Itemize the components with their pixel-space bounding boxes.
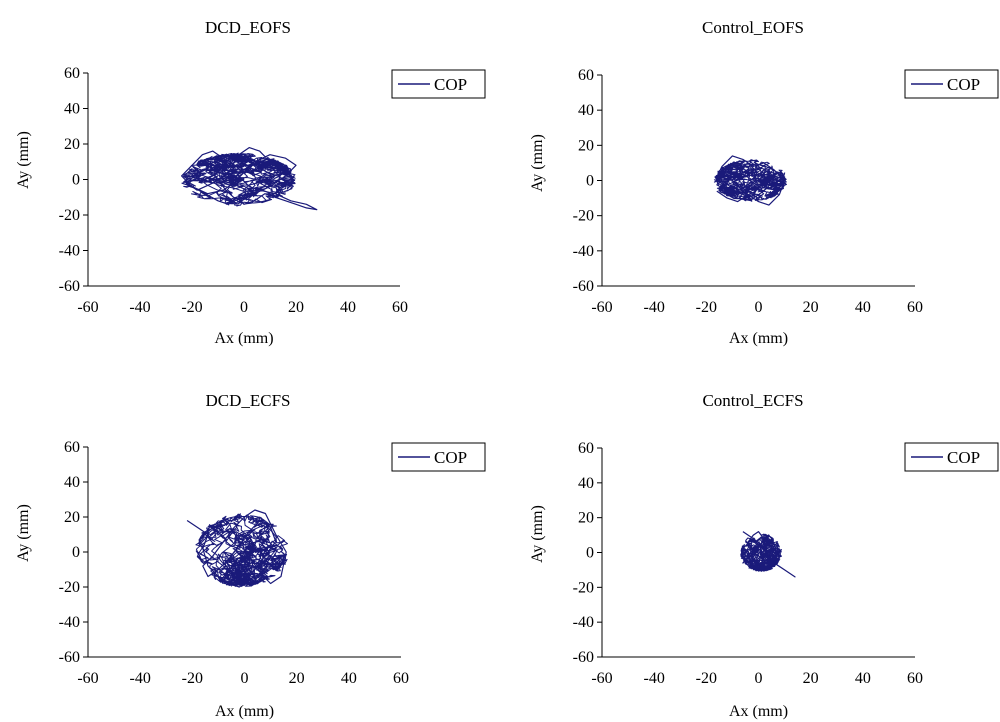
y-tick-label: 60 — [578, 440, 594, 457]
chart-title: DCD_EOFS — [205, 18, 291, 37]
x-tick-label: 60 — [392, 299, 408, 316]
x-tick-label: 40 — [341, 670, 357, 687]
y-tick-label: 40 — [64, 474, 80, 491]
x-axis-label: Ax (mm) — [214, 330, 273, 347]
x-tick-label: 20 — [288, 299, 304, 316]
y-axis-label: Ay (mm) — [529, 134, 546, 192]
y-tick-label: 40 — [578, 475, 594, 492]
y-tick-label: 40 — [64, 101, 80, 118]
x-axis-label: Ax (mm) — [215, 703, 274, 720]
y-tick-label: -20 — [59, 579, 80, 596]
x-tick-label: -60 — [77, 299, 98, 316]
y-tick-label: -40 — [573, 614, 594, 631]
x-tick-label: 20 — [803, 299, 819, 316]
legend-label: COP — [434, 448, 467, 467]
legend-box — [904, 69, 999, 99]
x-axis-label: Ax (mm) — [729, 703, 788, 720]
x-tick-label: 40 — [855, 299, 871, 316]
x-tick-label: 20 — [289, 670, 305, 687]
legend-box — [391, 442, 486, 472]
y-tick-label: -40 — [59, 614, 80, 631]
y-tick-label: 40 — [578, 102, 594, 119]
x-tick-label: 0 — [755, 670, 763, 687]
series-line-cop — [186, 509, 287, 588]
y-tick-label: 0 — [586, 545, 594, 562]
x-tick-label: -60 — [591, 299, 612, 316]
x-tick-label: 0 — [755, 299, 763, 316]
legend-label: COP — [434, 75, 467, 94]
x-tick-label: -60 — [77, 670, 98, 687]
chart-panel-4: Control_ECFS 60 40 20 0 -20 -40 -60 -60 -40 -20 0 20… — [529, 391, 999, 720]
y-tick-label: -60 — [59, 278, 80, 295]
x-tick-label: -40 — [644, 670, 665, 687]
y-tick-label: 20 — [64, 509, 80, 526]
series-cloud-cop — [182, 152, 296, 207]
chart-title: Control_EOFS — [702, 18, 804, 37]
chart-panel-1: DCD_EOFS 60 40 20 0 -20 -40 -60 -60 -40 -20 0 20 40 60… — [15, 18, 486, 347]
y-tick-label: -20 — [573, 579, 594, 596]
chart-panel-3: DCD_ECFS 60 40 20 0 -20 -40 -60 -60 -40 -20 0 20 40 60… — [15, 391, 486, 720]
series-cloud-cop — [740, 533, 782, 572]
chart-panel-2: Control_EOFS 60 40 20 0 -20 -40 -60 -60 -40 -20 0 20… — [529, 18, 999, 347]
y-tick-label: 20 — [578, 137, 594, 154]
x-tick-label: 0 — [241, 670, 249, 687]
y-tick-label: 60 — [64, 65, 80, 82]
series-line-cop — [742, 530, 796, 578]
y-tick-label: 60 — [578, 67, 594, 84]
y-tick-label: -20 — [573, 208, 594, 225]
y-tick-label: -20 — [59, 207, 80, 224]
x-tick-label: -40 — [644, 299, 665, 316]
x-tick-label: -40 — [129, 299, 150, 316]
legend-label: COP — [947, 75, 980, 94]
x-tick-label: 60 — [907, 299, 923, 316]
series-line-cop — [716, 155, 786, 206]
y-tick-label: 20 — [578, 510, 594, 527]
x-tick-label: -60 — [591, 670, 612, 687]
y-tick-label: 60 — [64, 439, 80, 456]
x-tick-label: 40 — [855, 670, 871, 687]
y-tick-label: 0 — [72, 172, 80, 189]
y-tick-label: 0 — [586, 173, 594, 190]
x-tick-label: -20 — [182, 670, 203, 687]
y-axis-label: Ay (mm) — [15, 504, 32, 562]
x-tick-label: 0 — [240, 299, 248, 316]
chart-title: DCD_ECFS — [205, 391, 290, 410]
series-line-cop — [181, 147, 318, 211]
y-tick-label: 20 — [64, 136, 80, 153]
x-tick-label: 40 — [340, 299, 356, 316]
y-axis-label: Ay (mm) — [15, 131, 32, 189]
y-tick-label: -60 — [59, 649, 80, 666]
x-axis-label: Ax (mm) — [729, 330, 788, 347]
x-tick-label: 60 — [393, 670, 409, 687]
y-axis-label: Ay (mm) — [529, 505, 546, 563]
y-tick-label: -60 — [573, 278, 594, 295]
chart-title: Control_ECFS — [702, 391, 803, 410]
y-tick-label: 0 — [72, 544, 80, 561]
x-tick-label: -20 — [181, 299, 202, 316]
x-tick-label: 60 — [907, 670, 923, 687]
x-tick-label: -40 — [130, 670, 151, 687]
x-tick-label: 20 — [803, 670, 819, 687]
y-tick-label: -40 — [59, 243, 80, 260]
x-tick-label: -20 — [696, 670, 717, 687]
y-tick-label: -40 — [573, 243, 594, 260]
x-tick-label: -20 — [696, 299, 717, 316]
legend-label: COP — [947, 448, 980, 467]
y-tick-label: -60 — [573, 649, 594, 666]
